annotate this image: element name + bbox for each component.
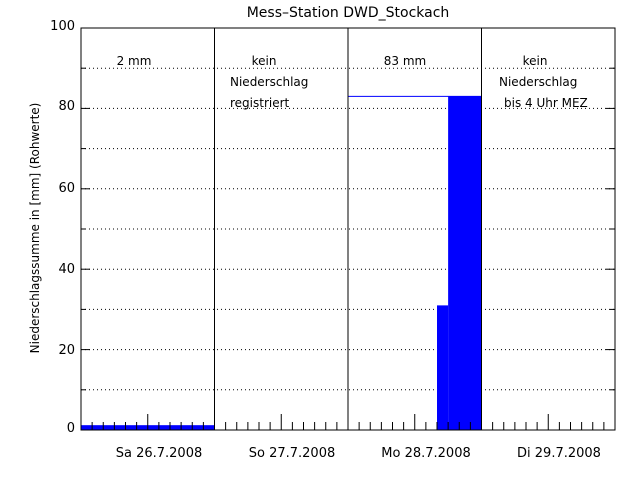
x-tick-label: Mo 28.7.2008	[381, 446, 470, 461]
x-tick-label: So 27.7.2008	[249, 446, 336, 461]
day-dividers	[214, 28, 482, 430]
annotation-day2-line1: kein	[252, 54, 277, 68]
gridlines	[81, 67, 615, 391]
y-tick-label: 100	[50, 19, 75, 34]
y-tick-label: 80	[58, 99, 75, 114]
x-tick-labels: Sa 26.7.2008 So 27.7.2008 Mo 28.7.2008 D…	[116, 446, 601, 461]
axes	[80, 27, 616, 431]
bar	[437, 305, 449, 430]
y-tick-label: 0	[67, 421, 75, 436]
annotation-day1: 2 mm	[117, 54, 152, 68]
annotations: 2 mm kein Niederschlag registriert 83 mm…	[117, 54, 588, 110]
annotation-day4-line1: kein	[523, 54, 548, 68]
x-tick-label: Sa 26.7.2008	[116, 446, 203, 461]
chart-title: Mess–Station DWD_Stockach	[247, 5, 450, 21]
y-tick-label: 20	[58, 343, 75, 358]
bar	[448, 96, 482, 430]
y-tick-label: 40	[58, 262, 75, 277]
y-tick-labels: 0 20 40 60 80 100	[50, 19, 75, 436]
bar-series	[81, 95, 482, 430]
annotation-day3: 83 mm	[384, 54, 426, 68]
annotation-day4-line2: Niederschlag	[499, 75, 577, 89]
annotation-day2-line2: Niederschlag	[230, 75, 308, 89]
annotation-day4-line3: bis 4 Uhr MEZ	[504, 96, 588, 110]
bar	[81, 425, 182, 430]
bar	[181, 425, 215, 430]
y-axis-label: Niederschlagssumme in [mm] (Rohwerte)	[28, 103, 42, 354]
annotation-day2-line3: registriert	[230, 96, 290, 110]
y-tick-label: 60	[58, 181, 75, 196]
x-tick-label: Di 29.7.2008	[517, 446, 601, 461]
